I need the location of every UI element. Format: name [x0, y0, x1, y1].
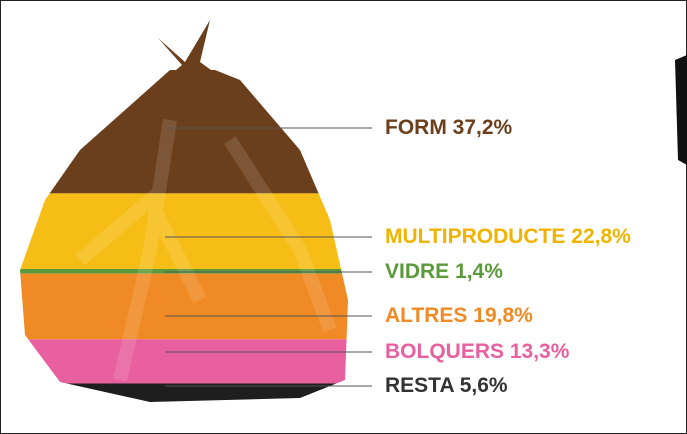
- category-name: MULTIPRODUCTE: [385, 225, 565, 248]
- segment-label: MULTIPRODUCTE 22,8%: [385, 225, 631, 248]
- segment-label: FORM 37,2%: [385, 116, 513, 139]
- chart: FORM 37,2% MULTIPRODUCTE 22,8% VIDRE 1,4% A…: [0, 0, 687, 434]
- segment-label: ALTRES 19,8%: [385, 304, 533, 327]
- value-label: 13,3%: [510, 340, 570, 363]
- category-name: RESTA: [385, 374, 454, 397]
- category-name: FORM: [385, 116, 447, 139]
- category-name: VIDRE: [385, 260, 449, 283]
- value-label: 1,4%: [455, 260, 503, 283]
- layer: [0, 339, 400, 383]
- segment-label: BOLQUERS 13,3%: [385, 340, 570, 363]
- layer: [0, 269, 400, 274]
- layer: [0, 274, 400, 340]
- category-name: ALTRES: [385, 304, 467, 327]
- segment-label: RESTA 5,6%: [385, 374, 508, 397]
- page: FORM 37,2% MULTIPRODUCTE 22,8% VIDRE 1,4% A…: [0, 0, 687, 434]
- segment-label: VIDRE 1,4%: [385, 260, 503, 283]
- value-label: 22,8%: [571, 225, 631, 248]
- category-name: BOLQUERS: [385, 340, 504, 363]
- value-label: 37,2%: [453, 116, 513, 139]
- value-label: 5,6%: [460, 374, 508, 397]
- value-label: 19,8%: [473, 304, 533, 327]
